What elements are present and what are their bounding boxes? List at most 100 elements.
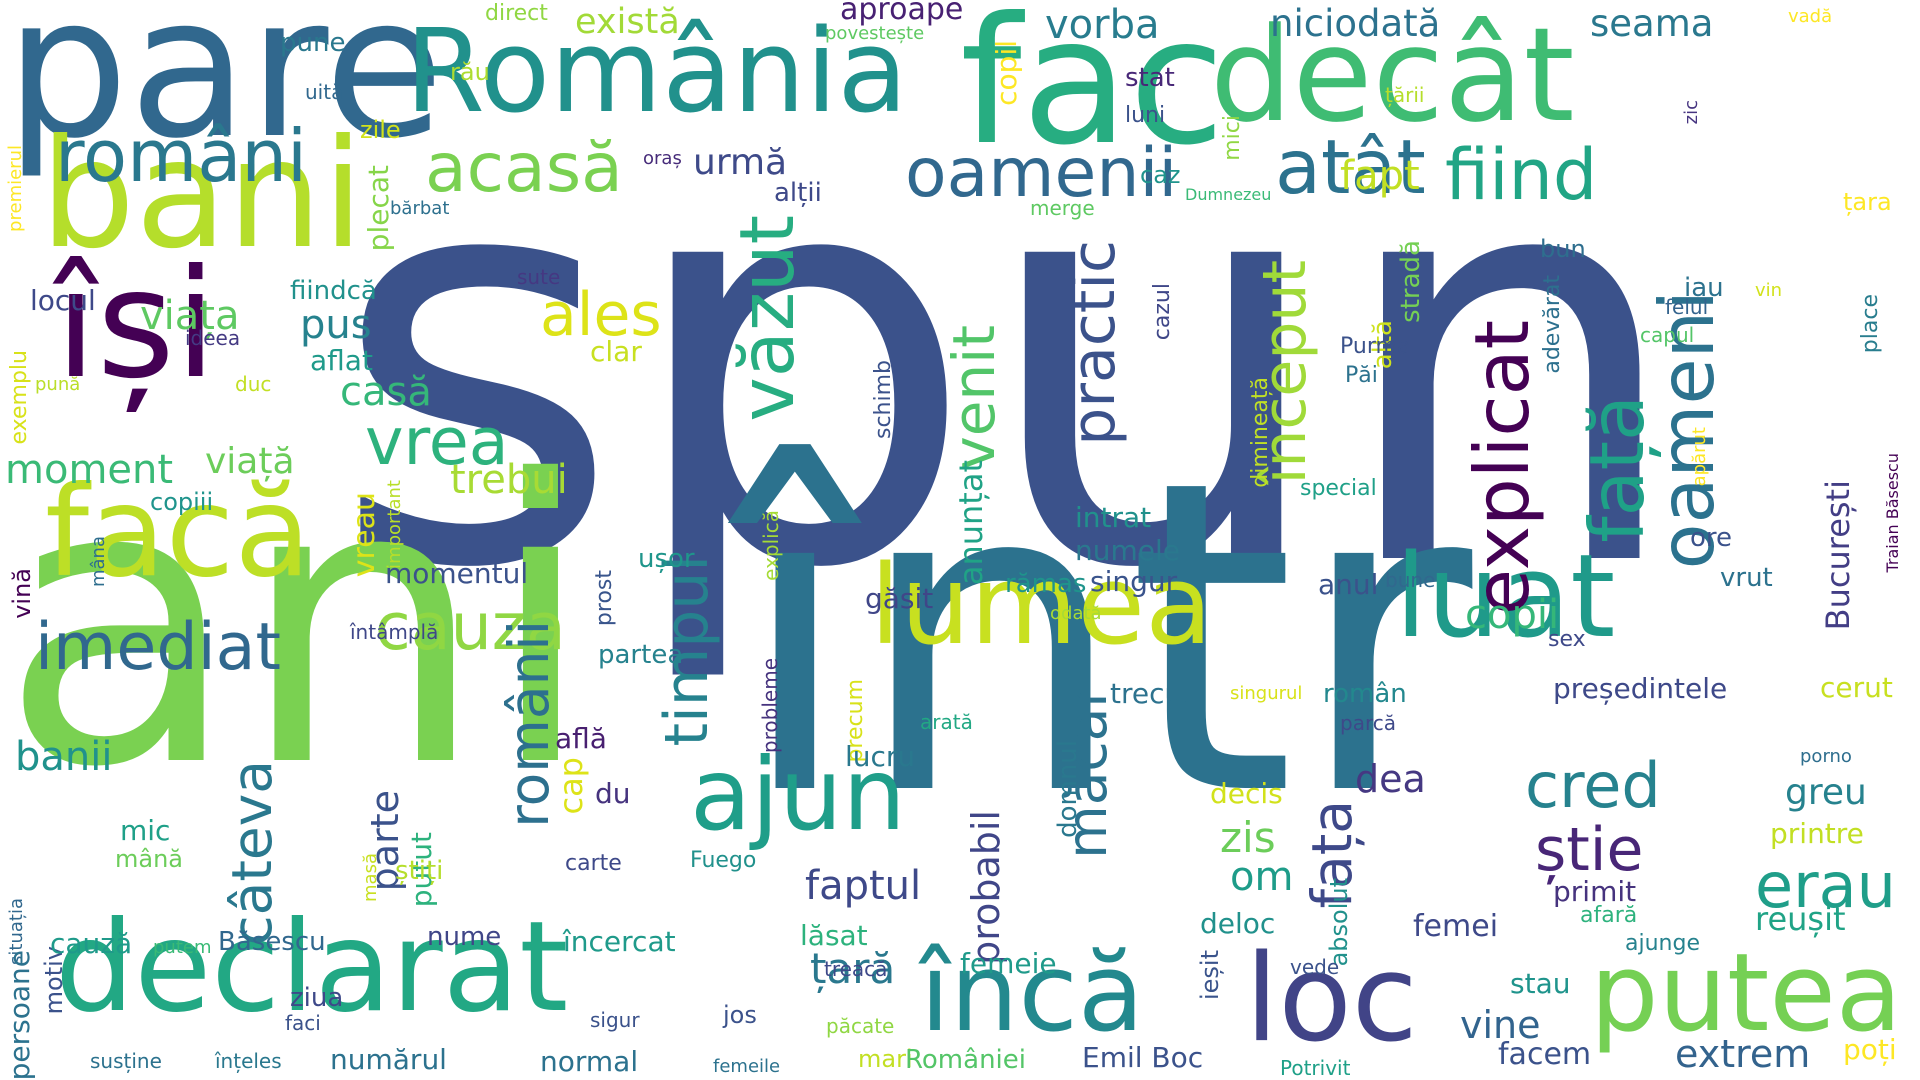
word-101: exemplu [7, 350, 32, 445]
word-18: acasă [425, 129, 623, 208]
word-100: aflat [310, 344, 373, 377]
word-1: într [735, 390, 1473, 890]
word-68: aproape [840, 0, 964, 27]
word-0: spun [330, 39, 1688, 691]
word-186: susține [90, 1049, 162, 1073]
word-119: special [1300, 476, 1377, 501]
word-178: Băsescu [218, 927, 326, 957]
word-95: locul [30, 284, 96, 317]
word-28: practic [1059, 240, 1129, 446]
word-121: intrat [1075, 501, 1152, 534]
word-133: place [1858, 294, 1883, 354]
word-143: singurul [1230, 683, 1303, 704]
word-150: absolut [1325, 878, 1353, 967]
word-176: cauză [50, 927, 133, 960]
word-196: treacă [824, 957, 888, 981]
word-67: seama [1590, 2, 1714, 45]
word-45: extrem [1675, 1032, 1811, 1076]
word-21: fiind [1445, 134, 1598, 216]
word-83: oraș [643, 148, 682, 169]
word-30: vrea [365, 405, 509, 480]
word-36: cred [1525, 749, 1661, 822]
word-192: României [905, 1045, 1026, 1075]
word-152: porno [1800, 746, 1852, 767]
word-64: există [575, 2, 680, 42]
word-156: reușit [1755, 900, 1846, 938]
word-162: stau [1510, 967, 1571, 1000]
word-167: carte [565, 851, 622, 876]
word-130: vin [1755, 280, 1783, 301]
word-63: urmă [693, 142, 788, 183]
word-57: viață [205, 441, 295, 482]
word-72: mici [1220, 115, 1245, 161]
word-87: merge [1030, 196, 1095, 220]
word-65: vorba [1045, 2, 1160, 48]
word-110: ușor [638, 544, 695, 574]
word-93: țara [1843, 188, 1892, 216]
word-158: ajunge [1625, 931, 1700, 956]
word-112: explică [759, 510, 783, 581]
word-12: luat [1395, 530, 1616, 664]
word-94: premierul [5, 145, 26, 232]
word-136: vrut [1720, 563, 1773, 593]
word-195: lăsat [800, 919, 868, 952]
word-194: Potrivit [1280, 1056, 1351, 1080]
word-170: mic [120, 814, 171, 847]
word-79: uită [305, 80, 344, 104]
word-89: stradă [1396, 240, 1426, 323]
word-104: copiii [150, 488, 214, 516]
word-74: zic [1681, 100, 1702, 125]
word-35: românii [497, 620, 561, 828]
word-163: facem [1498, 1037, 1592, 1072]
word-44: vine [1460, 1003, 1541, 1047]
word-197: păcate [826, 1014, 895, 1038]
word-31: cauza [375, 590, 566, 665]
word-10: declarat [55, 895, 569, 1040]
word-154: primit [1553, 875, 1637, 908]
word-34: câteva [220, 760, 284, 946]
word-191: mari [858, 1045, 913, 1073]
word-99: clar [590, 335, 642, 368]
word-120: schimb [871, 360, 896, 440]
word-20: atât [1275, 123, 1426, 211]
word-183: faci [285, 1011, 321, 1035]
word-97: sute [517, 265, 561, 289]
word-151: greu [1785, 772, 1867, 813]
word-116: dimineață [1248, 377, 1273, 488]
word-41: faptul [805, 863, 922, 909]
word-106: important [384, 480, 405, 569]
word-47: anunțat [952, 460, 990, 586]
word-60: trebui [450, 457, 568, 503]
word-132: capul [1640, 323, 1695, 347]
word-134: apărut [1689, 427, 1710, 487]
word-184: jos [723, 1001, 757, 1029]
word-107: mâna [88, 536, 109, 588]
word-49: dea [1355, 757, 1426, 801]
word-46: București [1819, 480, 1857, 631]
word-172: masă [360, 853, 381, 902]
word-135: ore [1690, 523, 1733, 553]
word-37: știe [1535, 815, 1644, 885]
word-124: anul [1318, 568, 1379, 601]
word-144: arată [920, 710, 973, 734]
word-4: România [405, 5, 908, 139]
word-82: plecat [362, 165, 395, 252]
word-58: pus [300, 302, 372, 348]
word-61: vreau [347, 492, 382, 578]
word-117: Purma [1340, 334, 1411, 359]
word-76: direct [485, 1, 548, 26]
word-80: rău [450, 58, 490, 86]
word-71: luni [1125, 103, 1166, 128]
word-16: ajun [690, 736, 906, 853]
word-118: Păi [1345, 363, 1378, 388]
word-113: partea [598, 640, 684, 670]
word-181: încercat [563, 925, 676, 958]
word-5: fac [960, 0, 1226, 184]
word-177: putem [153, 937, 212, 958]
word-114: probleme [758, 658, 782, 754]
word-171: mână [115, 845, 184, 873]
word-24: față [1573, 395, 1661, 543]
word-155: afară [1580, 903, 1638, 928]
word-6: decât [1210, 0, 1575, 151]
word-96: fiindcă [290, 276, 377, 306]
